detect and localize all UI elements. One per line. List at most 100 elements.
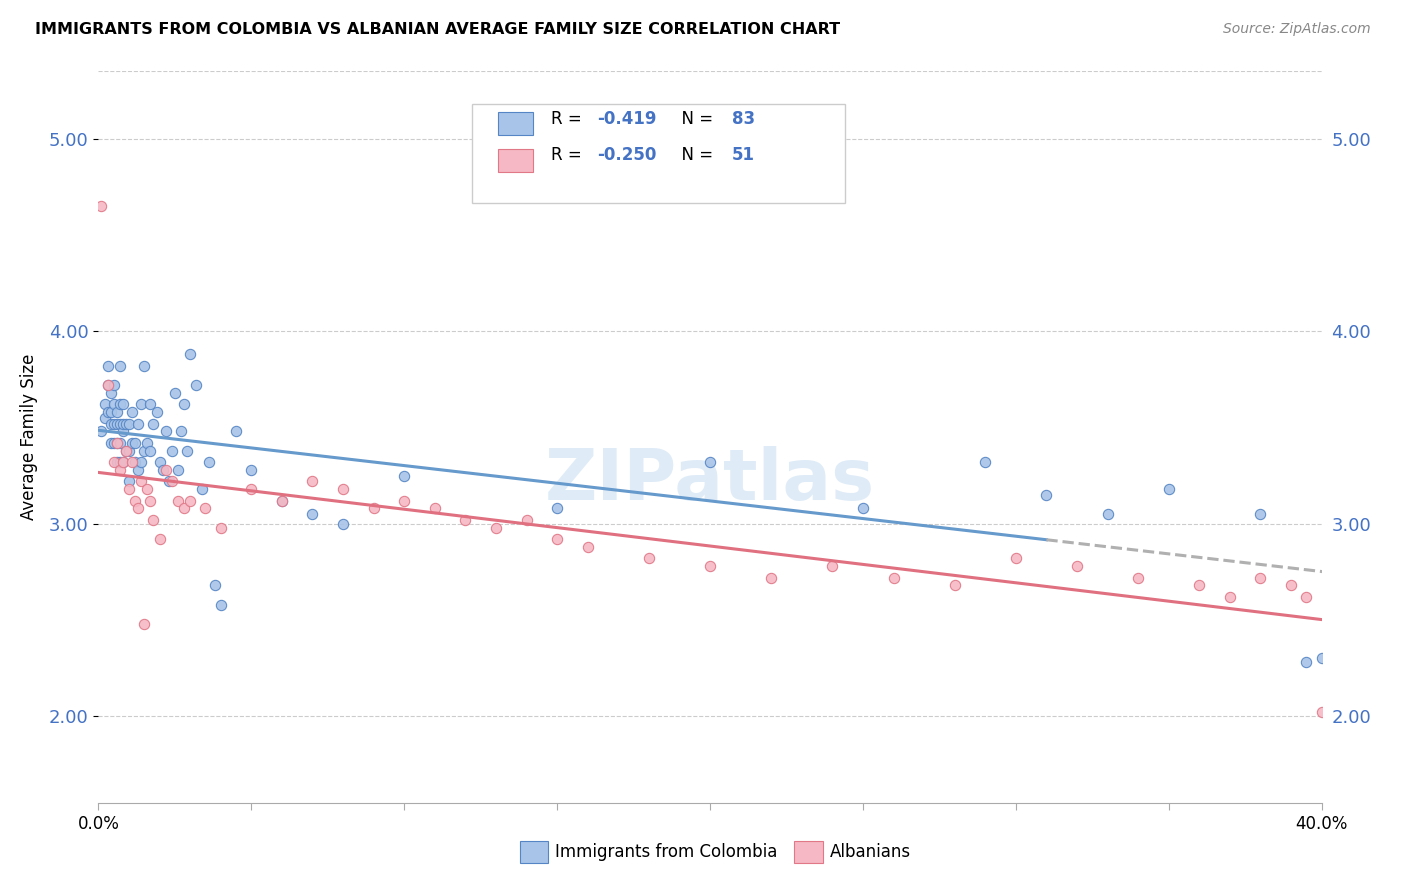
FancyBboxPatch shape xyxy=(498,112,533,135)
Point xyxy=(332,516,354,531)
Point xyxy=(124,435,146,450)
Point xyxy=(637,551,661,566)
Point xyxy=(363,501,385,516)
Point xyxy=(546,501,568,516)
Text: 83: 83 xyxy=(733,110,755,128)
FancyBboxPatch shape xyxy=(498,149,533,171)
Point xyxy=(170,425,193,439)
Y-axis label: Average Family Size: Average Family Size xyxy=(20,354,38,520)
Point xyxy=(103,417,125,431)
Point xyxy=(127,463,149,477)
Point xyxy=(142,513,165,527)
Point xyxy=(1310,651,1333,665)
Point xyxy=(115,443,138,458)
Point xyxy=(105,435,128,450)
Point xyxy=(821,559,844,574)
Point xyxy=(103,455,125,469)
Point xyxy=(145,405,167,419)
Point xyxy=(139,397,162,411)
Point xyxy=(134,359,156,373)
Point xyxy=(1188,578,1211,592)
Point xyxy=(111,397,134,411)
Point xyxy=(124,455,146,469)
Point xyxy=(332,482,354,496)
Point xyxy=(576,540,599,554)
Point xyxy=(105,435,128,450)
Point xyxy=(97,378,120,392)
Point xyxy=(136,482,159,496)
Text: Source: ZipAtlas.com: Source: ZipAtlas.com xyxy=(1223,22,1371,37)
Point xyxy=(485,520,508,534)
Point xyxy=(105,417,128,431)
Point xyxy=(100,385,122,400)
Text: N =: N = xyxy=(671,110,718,128)
Point xyxy=(90,199,112,213)
Point xyxy=(93,410,115,425)
Point xyxy=(186,378,208,392)
Point xyxy=(118,443,141,458)
Text: R =: R = xyxy=(551,146,588,164)
FancyBboxPatch shape xyxy=(471,104,845,203)
Point xyxy=(108,435,131,450)
Point xyxy=(139,493,162,508)
Point xyxy=(974,455,997,469)
Point xyxy=(121,435,143,450)
Point xyxy=(105,405,128,419)
Point xyxy=(1035,488,1057,502)
Point xyxy=(97,378,120,392)
Point xyxy=(883,571,905,585)
Point xyxy=(118,417,141,431)
Text: R =: R = xyxy=(551,110,588,128)
Point xyxy=(111,455,134,469)
Point xyxy=(197,455,219,469)
Point xyxy=(139,443,162,458)
Point xyxy=(516,513,538,527)
Point xyxy=(118,482,141,496)
Point xyxy=(160,443,183,458)
Point xyxy=(179,493,201,508)
Point xyxy=(108,463,131,477)
Point xyxy=(1279,578,1302,592)
Point xyxy=(108,397,131,411)
Point xyxy=(118,475,141,489)
Point xyxy=(1249,507,1271,521)
Point xyxy=(127,501,149,516)
Point xyxy=(204,578,226,592)
Point xyxy=(127,417,149,431)
Point xyxy=(129,455,152,469)
Point xyxy=(129,475,152,489)
Point xyxy=(136,435,159,450)
Point xyxy=(108,455,131,469)
Point xyxy=(240,482,263,496)
Point xyxy=(97,405,120,419)
Point xyxy=(100,405,122,419)
Point xyxy=(1249,571,1271,585)
Point xyxy=(1097,507,1119,521)
Point xyxy=(149,532,172,546)
Point xyxy=(699,559,721,574)
Point xyxy=(1157,482,1180,496)
Point xyxy=(163,385,186,400)
Point xyxy=(1004,551,1026,566)
Point xyxy=(225,425,247,439)
Point xyxy=(97,359,120,373)
Point xyxy=(943,578,966,592)
Point xyxy=(134,443,156,458)
Point xyxy=(105,455,128,469)
Point xyxy=(699,455,721,469)
Point xyxy=(852,501,875,516)
Point xyxy=(167,463,190,477)
Text: Immigrants from Colombia: Immigrants from Colombia xyxy=(555,843,778,861)
Point xyxy=(194,501,217,516)
Text: 51: 51 xyxy=(733,146,755,164)
Point xyxy=(167,493,190,508)
Point xyxy=(176,443,198,458)
Point xyxy=(546,532,568,546)
Point xyxy=(1310,706,1333,720)
Point xyxy=(173,501,195,516)
Text: -0.419: -0.419 xyxy=(598,110,657,128)
Point xyxy=(90,425,112,439)
Point xyxy=(100,435,122,450)
Point xyxy=(392,493,416,508)
Point xyxy=(103,397,125,411)
